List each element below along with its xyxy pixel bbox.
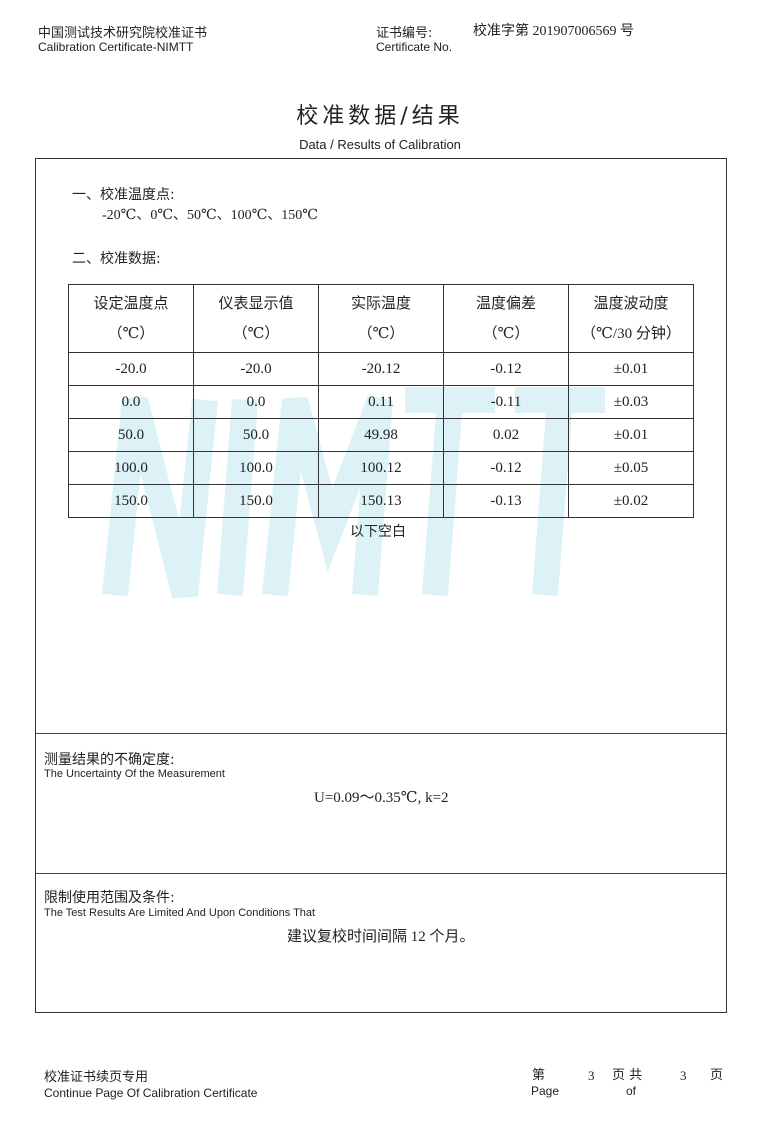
- table-cell: -0.12: [443, 451, 569, 485]
- footer-left-cn: 校准证书续页专用: [44, 1070, 149, 1085]
- header-line: 温度波动度: [593, 295, 669, 312]
- header-line: 实际温度: [350, 295, 411, 312]
- table-cell: ±0.01: [568, 352, 694, 386]
- page-subtitle: Data / Results of Calibration: [299, 137, 461, 152]
- limits-label-cn: 限制使用范围及条件:: [44, 890, 175, 906]
- table-row: 150.0 150.0 150.13 -0.13 ±0.02: [68, 484, 694, 518]
- org-name-en: Calibration Certificate-NIMTT: [38, 40, 194, 54]
- table-cell: ±0.01: [568, 418, 694, 452]
- table-cell: -20.12: [318, 352, 444, 386]
- total-pages: 3: [680, 1068, 687, 1083]
- table-cell: 0.0: [193, 385, 319, 419]
- cert-no-label-cn: 证书编号:: [376, 26, 433, 41]
- header-unit: （℃）: [482, 325, 530, 342]
- table-cell: ±0.05: [568, 451, 694, 485]
- table-cell: 0.0: [68, 385, 194, 419]
- uncertainty-label-en: The Uncertainty Of the Measurement: [44, 768, 225, 780]
- table-cell: 150.0: [68, 484, 194, 518]
- table-cell: ±0.03: [568, 385, 694, 419]
- table-row: 100.0 100.0 100.12 -0.12 ±0.05: [68, 451, 694, 485]
- limits-value: 建议复校时间间隔 12 个月。: [287, 929, 475, 945]
- footer-ye-gong: 页 共: [612, 1068, 643, 1083]
- table-row: 0.0 0.0 0.11 -0.11 ±0.03: [68, 385, 694, 419]
- header-unit: （℃）: [357, 325, 405, 342]
- header-unit: （℃）: [107, 325, 155, 342]
- org-name-cn: 中国测试技术研究院校准证书: [38, 26, 208, 41]
- table-row: -20.0 -20.0 -20.12 -0.12 ±0.01: [68, 352, 694, 386]
- cert-no-label-en: Certificate No.: [376, 40, 453, 54]
- table-cell: 0.11: [318, 385, 444, 419]
- table-cell: 50.0: [193, 418, 319, 452]
- footer-left-en: Continue Page Of Calibration Certificate: [44, 1086, 258, 1100]
- table-cell: 50.0: [68, 418, 194, 452]
- footer-page-en: Page: [531, 1084, 560, 1098]
- table-cell: 100.0: [68, 451, 194, 485]
- footer-of-en: of: [626, 1084, 637, 1098]
- calibration-points: -20℃、0℃、50℃、100℃、150℃: [102, 208, 318, 223]
- table-cell: 150.13: [318, 484, 444, 518]
- table-cell: 100.12: [318, 451, 444, 485]
- table-cell: 150.0: [193, 484, 319, 518]
- divider: [35, 873, 727, 874]
- table-cell: -20.0: [68, 352, 194, 386]
- cert-no-value: 校准字第 201907006569 号: [473, 24, 634, 39]
- content-frame: [35, 158, 727, 1013]
- uncertainty-label-cn: 测量结果的不确定度:: [44, 752, 175, 768]
- page-number: 3: [588, 1068, 595, 1083]
- table-row: 50.0 50.0 49.98 0.02 ±0.01: [68, 418, 694, 452]
- table-cell: 49.98: [318, 418, 444, 452]
- header-actual: 实际温度 （℃）: [318, 284, 444, 353]
- calibration-table: 设定温度点 （℃） 仪表显示值 （℃） 实际温度 （℃） 温度偏差 （℃） 温度波动度 （…: [68, 284, 694, 518]
- table-cell: 0.02: [443, 418, 569, 452]
- page-title: 校准数据/结果: [296, 104, 464, 129]
- table-footnote: 以下空白: [350, 524, 406, 540]
- uncertainty-value: U=0.09～0.35℃, k=2: [314, 790, 449, 806]
- table-cell: ±0.02: [568, 484, 694, 518]
- table-header-row: 设定温度点 （℃） 仪表显示值 （℃） 实际温度 （℃） 温度偏差 （℃） 温度波动度 （…: [68, 284, 694, 353]
- header-fluctuation: 温度波动度 （℃/30 分钟）: [568, 284, 694, 353]
- header-deviation: 温度偏差 （℃）: [443, 284, 569, 353]
- divider: [35, 733, 727, 734]
- header-line: 设定温度点: [93, 295, 169, 312]
- footer-di: 第: [532, 1068, 546, 1083]
- table-cell: -0.13: [443, 484, 569, 518]
- table-cell: 100.0: [193, 451, 319, 485]
- header-line: 温度偏差: [475, 295, 536, 312]
- table-cell: -0.12: [443, 352, 569, 386]
- table-cell: -20.0: [193, 352, 319, 386]
- section2-heading: 二、校准数据:: [72, 251, 161, 267]
- header-display: 仪表显示值 （℃）: [193, 284, 319, 353]
- footer-ye: 页: [710, 1068, 724, 1083]
- table-cell: -0.11: [443, 385, 569, 419]
- limits-label-en: The Test Results Are Limited And Upon Co…: [44, 907, 316, 919]
- header-unit: （℃/30 分钟）: [581, 325, 681, 342]
- section1-heading: 一、校准温度点:: [72, 187, 175, 203]
- header-line: 仪表显示值: [218, 295, 294, 312]
- header-unit: （℃）: [232, 325, 280, 342]
- header-set-temp: 设定温度点 （℃）: [68, 284, 194, 353]
